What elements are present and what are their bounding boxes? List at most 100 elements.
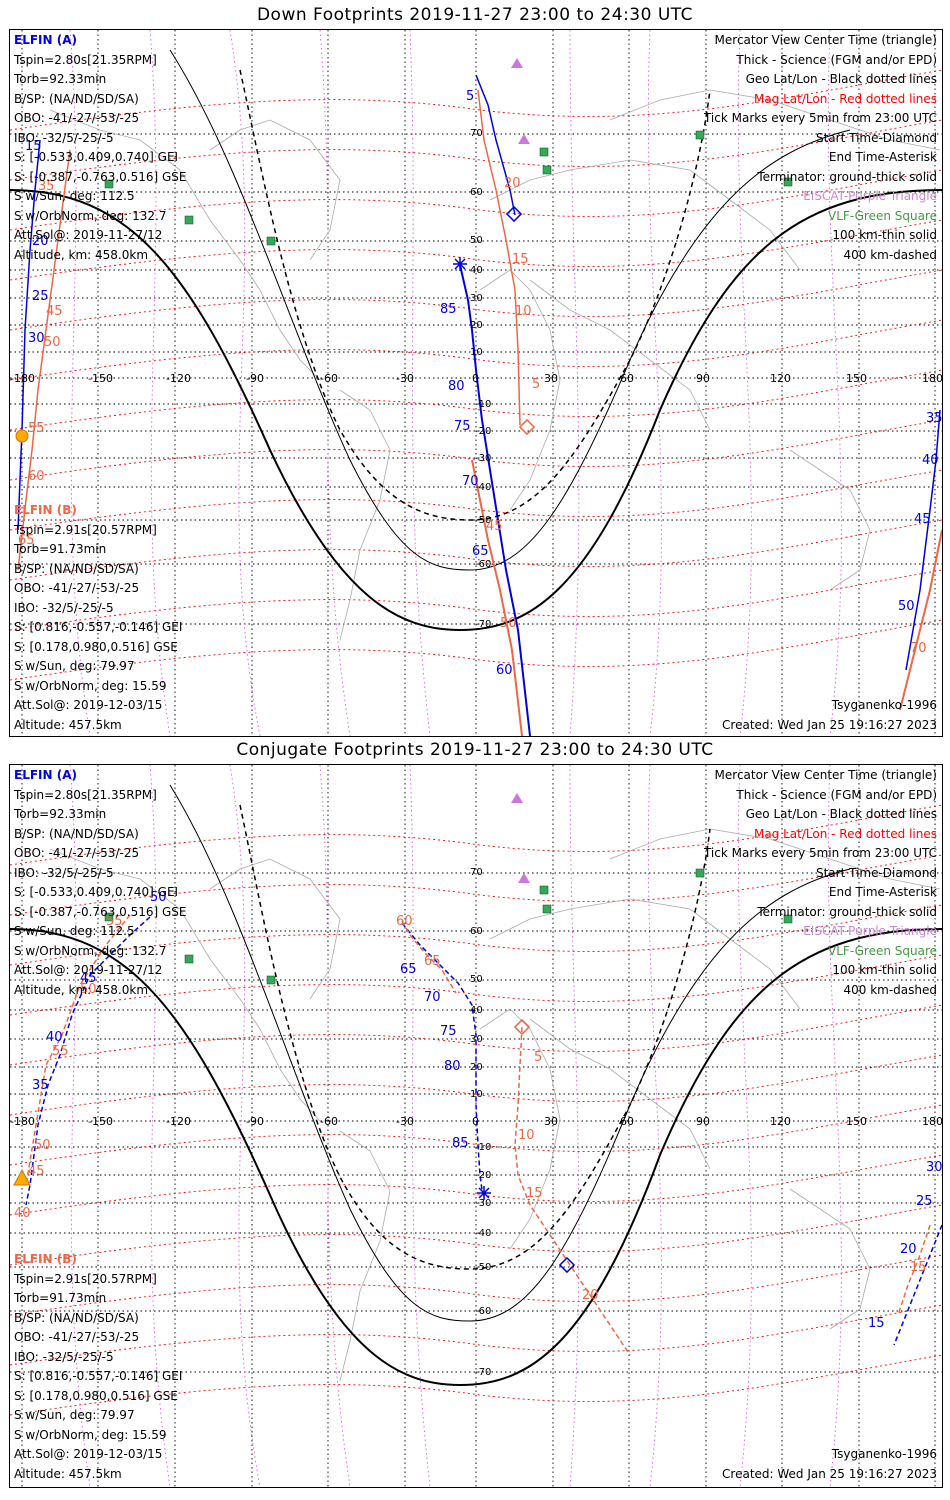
svg-text:50: 50 [44,335,61,350]
sat-a-name: ELFIN (A) [14,33,77,47]
lat-tick-labels: 70 60 50 40 30 20 10 -10 -20 -30 -40 -50 -60 -70 [470,128,491,630]
sat-b-line: S w/Sun, deg: 79.97 [14,659,135,673]
sat-a-line: OBO: -41/-27/-53/-25 [14,846,140,860]
eiscat-triangle [511,58,523,68]
mag-lon-grid [69,30,842,736]
sat-b-info: ELFIN (B) Tspin=2.91s[20.57RPM] Torb=91.… [14,1250,182,1465]
svg-text:30: 30 [28,331,45,346]
svg-text:55: 55 [106,914,123,929]
sat-b-line: S w/OrbNorm, deg: 15.59 [14,1427,167,1442]
sat-a-line: S w/OrbNorm, deg: 132.7 [14,208,167,223]
start-diamond-b [518,418,536,436]
track-elfin-b-2 [471,459,523,736]
eiscat-triangle [518,873,530,883]
sat-b-line: S: [0.816,-0.557,-0.146] GEI [14,1369,183,1383]
sat-a-line: Torb=92.33min [14,807,107,821]
svg-text:40: 40 [46,1030,63,1045]
svg-text:5: 5 [466,89,474,104]
geo-lon-grid [21,765,936,1487]
svg-text:-30: -30 [396,1115,414,1128]
terminator-400km [239,804,711,1270]
svg-text:180: 180 [922,372,942,385]
track-elfin-a-2 [459,264,531,736]
created-date: Created: Wed Jan 25 19:16:27 2023 [722,718,937,732]
legend-item: Tick Marks every 5min from 23:00 UTC [703,846,937,860]
svg-text:20: 20 [582,1288,599,1303]
sat-a-line: Torb=92.33min [14,72,107,86]
sat-b-line: B/SP: (NA/ND/SD/SA) [14,1310,139,1325]
svg-text:50: 50 [500,616,517,631]
sat-b-line: Tspin=2.91s[20.57RPM] [14,1271,157,1286]
svg-text:-10: -10 [475,399,491,410]
legend-item: VLF-Green Square [828,943,937,958]
terminator-100km [169,49,851,571]
svg-text:40: 40 [922,453,939,468]
start-diamond-a [505,205,523,223]
svg-text:60: 60 [28,469,45,484]
down-map-plot: -180 -150 -120 -90 -60 -30 0 30 60 90 120 150 18… [10,30,942,736]
svg-text:15: 15 [25,139,42,154]
legend: Mercator View Center Time (triangle) Thi… [704,31,937,265]
sat-b-altitude: Altitude: 457.5km [14,718,122,732]
legend-item: Mag Lat/Lon - Red dotted lines [753,91,937,106]
sat-a-line: B/SP: (NA/ND/SD/SA) [14,91,139,106]
svg-text:80: 80 [444,1059,461,1074]
svg-text:45: 45 [80,971,97,986]
legend-item: Geo Lat/Lon - Black dotted lines [745,807,937,821]
legend-item: Terminator: ground-thick solid [757,169,937,184]
svg-text:85: 85 [452,1136,469,1151]
svg-text:-150: -150 [88,1115,113,1128]
svg-text:15: 15 [512,252,529,267]
svg-text:65: 65 [18,533,35,548]
start-diamond-b [513,1018,531,1036]
legend-item: 100 km-thin solid [832,228,937,242]
svg-text:50: 50 [80,982,97,997]
sat-a-name: ELFIN (A) [14,768,77,782]
svg-text:-60: -60 [320,372,338,385]
svg-text:60: 60 [396,914,413,929]
svg-text:15: 15 [868,1316,885,1331]
legend-item: Mercator View Center Time (triangle) [714,768,937,782]
svg-text:90: 90 [696,372,710,385]
eiscat-triangle [511,793,523,803]
legend-item: Thick - Science (FGM and/or EPD) [736,787,937,802]
track-elfin-b-3 [17,149,71,571]
svg-text:180: 180 [922,1115,942,1128]
sat-a-line: S w/OrbNorm, deg: 132.7 [14,943,167,958]
sat-a-line: B/SP: (NA/ND/SD/SA) [14,826,139,841]
track-elfin-b-2 [514,1026,631,1356]
svg-text:40: 40 [470,265,483,276]
legend-item: EISCAT-Purple Triangle [803,189,937,203]
svg-text:60: 60 [496,663,513,678]
svg-text:50: 50 [470,974,483,985]
legend-item: 100 km-thin solid [832,963,937,977]
sat-a-line: Tspin=2.80s[21.35RPM] [14,52,157,67]
sat-b-line: Torb=91.73min [14,542,107,556]
svg-text:90: 90 [696,1115,710,1128]
sat-a-line: Att.Sol@: 2019-11-27/12 [14,228,163,242]
lat-tick-labels: 70 60 50 40 30 20 10 -10 -20 -30 -40 -50 -60 -70 [470,867,491,1378]
svg-text:25: 25 [916,1194,933,1209]
svg-text:10: 10 [518,1128,535,1143]
svg-text:30: 30 [544,372,558,385]
svg-text:65: 65 [400,962,417,977]
svg-text:85: 85 [440,302,457,317]
svg-text:45: 45 [486,519,503,534]
legend-item: Start Time-Diamond [815,130,937,145]
svg-text:0: 0 [472,1115,479,1128]
sat-b-name: ELFIN (B) [14,503,77,517]
svg-text:-60: -60 [475,1306,491,1317]
center-time-marker [15,429,29,443]
legend-item: 400 km-dashed [843,247,937,262]
svg-text:30: 30 [470,293,483,304]
svg-text:-90: -90 [246,1115,264,1128]
conj-title: Conjugate Footprints 2019-11-27 23:00 to… [236,740,714,760]
sat-a-info: ELFIN (A) Tspin=2.80s[21.35RPM] Torb=92.… [14,31,187,265]
svg-text:10: 10 [470,1089,483,1100]
terminator-400km [239,69,711,521]
svg-text:50: 50 [150,890,167,905]
svg-text:65: 65 [424,954,441,969]
svg-text:10: 10 [470,347,483,358]
sat-b-line: B/SP: (NA/ND/SD/SA) [14,561,139,576]
